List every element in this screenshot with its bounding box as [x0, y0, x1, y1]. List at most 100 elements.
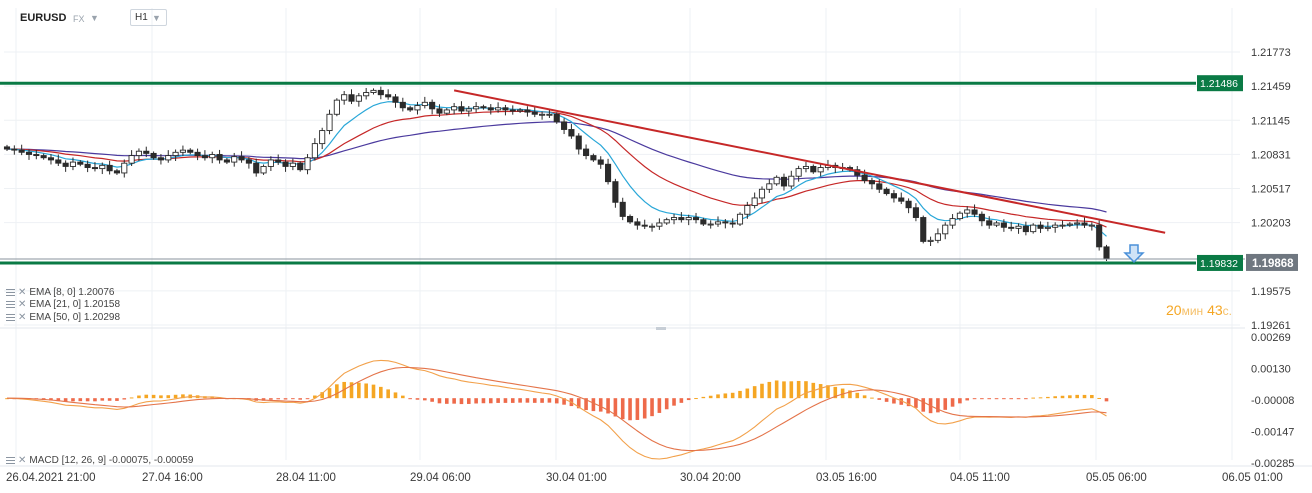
- macd-histogram-bar: [598, 398, 603, 412]
- macd-histogram-bar: [708, 395, 713, 399]
- chevron-down-icon[interactable]: ▼: [90, 13, 99, 23]
- candle: [187, 148, 194, 155]
- macd-line: [6, 359, 1107, 460]
- candle-down: [1081, 222, 1088, 226]
- candle: [69, 157, 77, 171]
- ema50-legend[interactable]: ✕ EMA [50, 0] 1.20298: [6, 312, 120, 323]
- candle-down: [1000, 222, 1007, 228]
- candle: [392, 94, 399, 108]
- candle: [414, 101, 421, 115]
- candle-up: [670, 217, 678, 221]
- candle-down: [487, 107, 494, 111]
- candle: [1059, 220, 1066, 229]
- candle-up: [451, 106, 458, 111]
- close-icon[interactable]: ✕: [18, 455, 27, 466]
- candle-down: [150, 152, 157, 159]
- candle: [766, 179, 773, 193]
- macd-histogram-bar: [459, 398, 464, 405]
- chevron-down-icon[interactable]: ▼: [152, 13, 161, 23]
- macd-histogram-bar: [313, 395, 317, 399]
- macd-histogram-bar: [752, 386, 757, 399]
- macd-histogram-bar: [642, 398, 647, 419]
- candle-down: [692, 217, 700, 221]
- candle-up: [231, 156, 238, 163]
- ema21-line: [6, 110, 1107, 228]
- candle: [443, 107, 450, 116]
- macd-signal-line: [7, 366, 1107, 452]
- candle: [736, 212, 744, 226]
- candle-down: [282, 161, 289, 167]
- candlestick-series: [3, 86, 1110, 261]
- macd-histogram-bar: [980, 398, 984, 400]
- macd-histogram-bar: [833, 386, 838, 399]
- settings-icon[interactable]: [6, 456, 15, 465]
- support-price-tag-bg: [1197, 254, 1243, 271]
- macd-legend[interactable]: ✕ MACD [12, 26, 9] -0.00075, -0.00059: [6, 455, 193, 466]
- macd-histogram-bar: [173, 394, 178, 399]
- candle-down: [253, 162, 260, 174]
- symbol-label[interactable]: EURUSD: [20, 12, 67, 24]
- candle-up: [1059, 224, 1066, 227]
- candle-down: [18, 149, 25, 153]
- macd-histogram-bar: [892, 398, 896, 404]
- candle: [758, 186, 766, 204]
- macd-histogram-bar: [774, 380, 779, 399]
- candle-timer: 20мин 43с.: [1166, 302, 1232, 318]
- candle: [890, 189, 897, 203]
- settings-icon[interactable]: [6, 288, 15, 297]
- candle-down: [91, 167, 99, 170]
- candle-down: [47, 157, 55, 161]
- candle-up: [934, 233, 941, 241]
- candle-up: [714, 221, 722, 225]
- candle-down: [780, 176, 788, 187]
- ema21-legend[interactable]: ✕ EMA [21, 0] 1.20158: [6, 299, 120, 310]
- x-tick-label: 05.05 06:00: [1086, 472, 1147, 484]
- ema50-label: EMA [50, 0] 1.20298: [29, 312, 121, 323]
- x-tick-label: 04.05 11:00: [950, 472, 1010, 484]
- candle-down: [1008, 226, 1015, 229]
- trendline[interactable]: [453, 89, 1166, 234]
- candle-up: [1052, 224, 1059, 228]
- candle-down: [619, 201, 626, 217]
- candle-up: [663, 219, 670, 224]
- candle: [201, 150, 208, 161]
- macd-histogram-bar: [562, 398, 566, 405]
- candle: [817, 163, 824, 177]
- candle-up: [942, 224, 949, 235]
- candle-down: [113, 170, 120, 174]
- candle-down: [106, 164, 113, 172]
- candle-down: [729, 222, 736, 225]
- macd-histogram-bar: [276, 398, 281, 400]
- candle-down: [143, 150, 150, 154]
- macd-histogram-bar: [1090, 394, 1094, 399]
- candle: [927, 236, 934, 246]
- candle: [561, 118, 568, 135]
- candle: [964, 206, 971, 218]
- settings-icon[interactable]: [6, 300, 15, 309]
- ema8-legend[interactable]: ✕ EMA [8, 0] 1.20076: [6, 287, 114, 298]
- macd-label: MACD [12, 26, 9] -0.00075, -0.00059: [29, 455, 194, 466]
- candle-down: [524, 109, 531, 113]
- candle: [722, 219, 729, 229]
- candle-down: [876, 183, 883, 190]
- close-icon[interactable]: ✕: [18, 299, 27, 310]
- candle: [575, 133, 582, 155]
- macd-histogram-bar: [481, 398, 486, 404]
- candle-up: [333, 99, 340, 115]
- close-icon[interactable]: ✕: [18, 312, 27, 323]
- candle-down: [605, 163, 612, 183]
- candle: [810, 164, 817, 174]
- candle-up: [326, 113, 333, 132]
- macd-tick-label: -0.00008: [1251, 395, 1294, 407]
- timeframe-select[interactable]: H1: [130, 9, 167, 26]
- candle: [1052, 222, 1059, 233]
- settings-icon[interactable]: [6, 313, 15, 322]
- candle: [1000, 219, 1007, 232]
- candle-up: [1066, 223, 1073, 226]
- candle-down: [590, 155, 597, 161]
- macd-histogram-bar: [635, 398, 640, 420]
- candle: [1088, 222, 1095, 231]
- macd-tick-label: -0.00147: [1251, 427, 1294, 439]
- close-icon[interactable]: ✕: [18, 287, 27, 298]
